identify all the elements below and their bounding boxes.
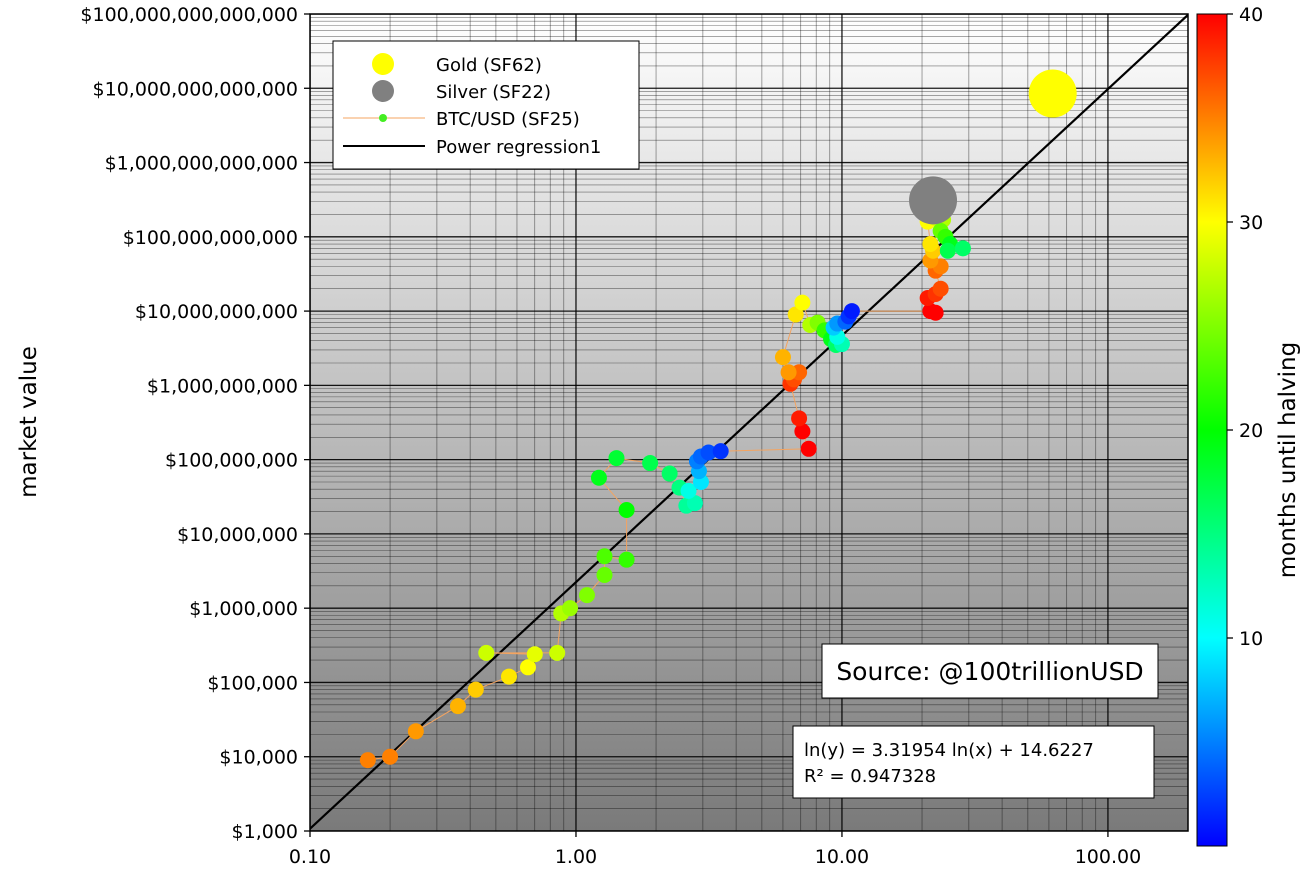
btc-point [680, 482, 697, 499]
btc-point [501, 668, 518, 685]
legend-btc-marker [379, 114, 387, 122]
btc-point [794, 423, 811, 440]
regression-line [310, 14, 1188, 830]
legend-silver-label: Silver (SF22) [436, 82, 551, 103]
colorbar-ticks: 10 20 30 40 [1227, 4, 1263, 650]
source-annotation: Source: @100trillionUSD [821, 643, 1159, 699]
y-tick-label: $1,000 [232, 821, 298, 843]
legend: Gold (SF62) Silver (SF22) BTC/USD (SF25)… [332, 40, 640, 170]
btc-point [780, 364, 797, 381]
silver-point [909, 176, 958, 225]
x-tick-label: 1.00 [555, 846, 597, 868]
source-text: Source: @100trillionUSD [836, 657, 1143, 686]
btc-point [449, 698, 466, 715]
btc-point [700, 444, 717, 461]
btc-point [686, 495, 703, 512]
data-points [359, 69, 1077, 769]
btc-point [618, 551, 635, 568]
equation-box [792, 725, 1155, 799]
regression-line-path [310, 14, 1188, 830]
btc-point [596, 548, 613, 565]
y-tick-label: $10,000,000 [177, 524, 298, 546]
btc-point [467, 681, 484, 698]
btc-point [478, 644, 495, 661]
btc-point [800, 440, 817, 457]
btc-point [590, 469, 607, 486]
btc-point [794, 294, 811, 311]
x-axis-ticks: 0.10 1.00 10.00 100.00 [289, 831, 1141, 868]
y-tick-label: $1,000,000 [189, 598, 298, 620]
legend-gold-label: Gold (SF62) [436, 55, 542, 76]
colorbar-gradient [1196, 13, 1228, 847]
source-box [821, 643, 1159, 699]
btc-point [712, 443, 729, 460]
btc-point [382, 748, 399, 765]
colorbar-tick-label: 40 [1239, 4, 1263, 26]
y-tick-label: $10,000,000,000,000 [93, 78, 298, 100]
y-tick-label: $10,000 [219, 747, 298, 769]
gold-point [1028, 69, 1077, 118]
btc-point [661, 465, 678, 482]
btc-point [774, 349, 791, 366]
y-tick-label: $1,000,000,000 [147, 375, 298, 397]
btc-point [596, 566, 613, 583]
legend-gold-marker [372, 53, 394, 75]
x-tick-label: 10.00 [815, 846, 869, 868]
btc-point [549, 644, 566, 661]
colorbar-tick-label: 10 [1239, 628, 1263, 650]
y-tick-label: $100,000,000,000 [123, 227, 298, 249]
colorbar: 10 20 30 40 months until halving [1196, 4, 1301, 847]
x-tick-label: 100.00 [1075, 846, 1141, 868]
btc-point [519, 659, 536, 676]
btc-point [927, 304, 944, 321]
btc-point [578, 587, 595, 604]
btc-point [954, 240, 971, 257]
y-tick-label: $100,000,000 [165, 450, 298, 472]
btc-point [791, 410, 808, 427]
colorbar-tick-label: 20 [1239, 420, 1263, 442]
y-tick-label: $100,000,000,000,000 [80, 4, 298, 26]
plot-frame [309, 13, 1189, 832]
x-tick-label: 0.10 [289, 846, 331, 868]
r-squared-text: R² = 0.947328 [804, 766, 936, 787]
y-tick-label: $1,000,000,000,000 [105, 153, 298, 175]
btc-point [787, 306, 804, 323]
colorbar-tick-label: 30 [1239, 212, 1263, 234]
btc-point [359, 752, 376, 769]
legend-regression-label: Power regression1 [436, 137, 601, 158]
btc-point [932, 280, 949, 297]
btc-point [608, 450, 625, 467]
btc-point [407, 723, 424, 740]
btc-point [618, 501, 635, 518]
legend-btc-label: BTC/USD (SF25) [436, 109, 580, 130]
btc-point [562, 600, 579, 617]
btc-point [843, 303, 860, 320]
btc-point [939, 242, 956, 259]
btc-point [642, 455, 659, 472]
y-tick-label: $100,000 [207, 672, 298, 694]
colorbar-title: months until halving [1275, 342, 1301, 578]
legend-silver-marker [372, 80, 394, 102]
y-axis-title: market value [16, 346, 42, 498]
y-axis-ticks: $1,000 $10,000 $100,000 $1,000,000 $10,000,0… [80, 4, 310, 843]
equation-text: ln(y) = 3.31954 ln(x) + 14.6227 [804, 740, 1094, 761]
y-tick-label: $10,000,000,000 [135, 301, 298, 323]
btc-point [526, 646, 543, 663]
btc-point [922, 236, 939, 253]
equation-annotation: ln(y) = 3.31954 ln(x) + 14.6227 R² = 0.9… [792, 725, 1155, 799]
